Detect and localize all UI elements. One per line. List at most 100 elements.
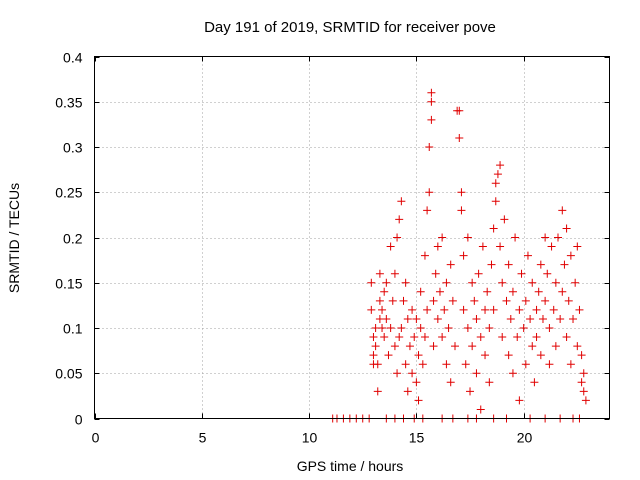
data-point: [532, 333, 541, 342]
data-point: [384, 351, 393, 360]
y-tick-label: 0: [75, 412, 83, 428]
data-point: [401, 360, 410, 369]
data-point: [448, 296, 457, 305]
data-point: [472, 314, 481, 323]
data-point: [554, 233, 562, 242]
data-point: [478, 242, 487, 251]
data-point: [562, 333, 571, 342]
data-point: [386, 242, 395, 251]
data-point: [420, 251, 429, 260]
data-point: [545, 324, 554, 332]
data-point: [431, 269, 440, 278]
data-point: [466, 387, 475, 396]
data-point: [446, 260, 455, 269]
data-point: [528, 342, 537, 351]
data-point: [425, 188, 434, 197]
data-point: [380, 287, 389, 296]
data-point: [393, 233, 402, 242]
data-point: [502, 296, 511, 305]
data-point: [508, 287, 517, 296]
data-point: [556, 314, 565, 323]
data-point: [435, 287, 444, 296]
data-point: [523, 251, 532, 260]
data-point: [378, 324, 387, 332]
data-point: [367, 278, 376, 287]
data-point: [416, 287, 425, 296]
data-point: [375, 269, 384, 278]
data-point: [545, 360, 554, 369]
data-point: [541, 296, 550, 305]
data-point: [491, 197, 500, 206]
data-point: [500, 215, 509, 224]
data-point: [414, 351, 423, 360]
data-point: [386, 324, 395, 332]
y-tick-label: 0.4: [63, 50, 83, 66]
data-point: [579, 387, 588, 396]
data-point: [427, 115, 436, 124]
data-point: [483, 287, 492, 296]
data-point: [468, 278, 477, 287]
data-point: [517, 269, 526, 278]
y-tick-label: 0.1: [63, 321, 83, 337]
data-point: [538, 314, 547, 323]
data-point: [446, 378, 455, 387]
data-point: [397, 324, 406, 332]
y-tick-label: 0.25: [55, 185, 82, 201]
x-tick-label: 5: [199, 430, 207, 446]
x-tick-label: 0: [92, 430, 100, 446]
data-point: [468, 342, 477, 351]
x-tick-label: 10: [302, 430, 318, 446]
y-tick-label: 0.15: [55, 276, 82, 292]
data-point: [504, 260, 513, 269]
data-point: [515, 305, 524, 314]
data-point: [474, 269, 483, 278]
data-point: [427, 97, 436, 106]
data-point: [536, 260, 545, 269]
data-point: [367, 305, 376, 314]
data-point: [403, 314, 412, 323]
data-point: [485, 378, 494, 387]
data-point: [382, 314, 391, 323]
data-point: [442, 278, 451, 287]
data-point: [412, 314, 421, 323]
data-point: [511, 233, 520, 242]
data-point: [390, 342, 399, 351]
data-point: [369, 333, 378, 342]
grid-layer: [94, 56, 610, 419]
data-point: [571, 278, 580, 287]
data-point: [519, 324, 528, 332]
y-tick-label: 0.35: [55, 95, 82, 111]
data-point: [558, 206, 567, 215]
data-point: [564, 296, 573, 305]
data-point: [410, 333, 419, 342]
x-axis-label: GPS time / hours: [297, 458, 404, 474]
chart-title: Day 191 of 2019, SRMTID for receiver pov…: [204, 19, 496, 36]
data-point: [532, 305, 541, 314]
data-point: [463, 233, 472, 242]
data-point: [569, 314, 578, 323]
data-point: [577, 378, 586, 387]
data-point: [491, 179, 500, 188]
data-point: [390, 269, 399, 278]
data-point: [543, 269, 552, 278]
data-point: [581, 396, 590, 405]
x-tick-label: 20: [517, 430, 533, 446]
data-point: [530, 378, 539, 387]
data-point: [562, 224, 571, 233]
data-point: [558, 287, 567, 296]
data-point: [442, 360, 451, 369]
data-point: [476, 333, 485, 342]
data-point: [408, 369, 417, 378]
data-point: [378, 305, 387, 314]
y-tick-label: 0.2: [63, 231, 83, 247]
data-point: [521, 296, 530, 305]
data-point: [418, 360, 427, 369]
data-point: [375, 296, 384, 305]
data-point: [438, 233, 447, 242]
data-point: [455, 106, 464, 115]
data-point: [508, 369, 517, 378]
data-point: [371, 342, 380, 351]
data-point: [487, 260, 496, 269]
data-point: [403, 387, 412, 396]
